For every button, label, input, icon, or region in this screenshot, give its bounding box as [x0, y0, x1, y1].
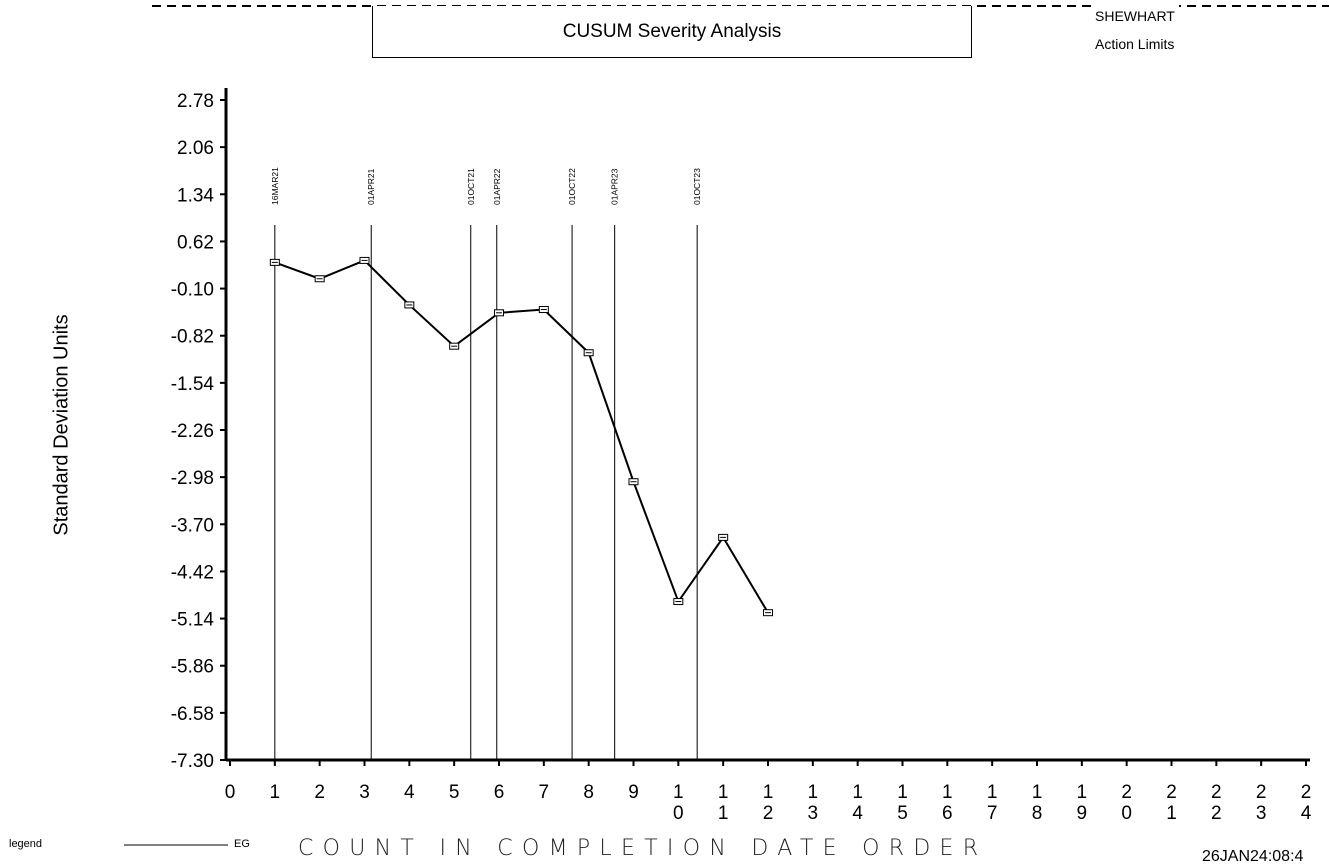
y-tick-label: 1.34 — [177, 185, 214, 206]
y-tick-label: 2.78 — [177, 91, 214, 112]
date-marker-label: 16MAR21 — [270, 167, 280, 205]
axes: 2.78 2.06 1.34 0.62 -0.10 -0.82 -1.54 -2.26 -2.9… — [171, 88, 1312, 824]
x-tick-label: 9 — [1077, 803, 1088, 824]
x-tick-label: 9 — [628, 782, 639, 803]
y-tick-label: -7.30 — [171, 751, 214, 772]
x-tick-label: 4 — [404, 782, 415, 803]
x-tick-label: 6 — [494, 782, 505, 803]
timestamp: 26JAN24:08:4 — [1202, 848, 1304, 865]
chart-title: CUSUM Severity Analysis — [372, 6, 972, 58]
series-layer — [269, 256, 773, 617]
x-tick-label: 1 — [1077, 782, 1088, 803]
legend-entry-eg: EG — [234, 838, 250, 850]
y-tick-label: -5.86 — [171, 657, 214, 678]
x-tick-label: 7 — [987, 803, 998, 824]
x-tick-label: 7 — [539, 782, 550, 803]
y-tick-label: -5.14 — [171, 610, 215, 631]
series-line-eg — [274, 259, 769, 614]
date-marker-label: 01OCT21 — [466, 168, 476, 205]
x-tick-label: 2 — [763, 803, 774, 824]
x-tick-label: 2 — [1211, 782, 1222, 803]
x-tick-label: 2 — [1121, 782, 1132, 803]
x-tick-label: 4 — [852, 803, 863, 824]
date-marker-label: 01APR22 — [492, 168, 502, 205]
y-tick-label: -2.98 — [171, 468, 214, 489]
x-tick-label: 1 — [1032, 782, 1043, 803]
x-tick-label: 1 — [852, 782, 863, 803]
x-tick-label: 1 — [763, 782, 774, 803]
x-tick-label: 4 — [1301, 803, 1312, 824]
x-tick-label: 1 — [942, 782, 953, 803]
y-tick-label: -4.42 — [171, 562, 214, 583]
x-tick-label: 1 — [987, 782, 998, 803]
legend-label: legend — [9, 838, 43, 850]
x-tick-label: 1 — [673, 782, 684, 803]
x-tick-label: 5 — [897, 803, 908, 824]
action-limits-label: Action Limits — [1095, 36, 1175, 52]
y-tick-label: -2.26 — [171, 421, 214, 442]
y-tick-label: -0.82 — [171, 327, 214, 348]
x-tick-label: 0 — [225, 782, 236, 803]
date-marker-label: 01OCT22 — [567, 168, 577, 205]
x-tick-label: 1 — [270, 782, 281, 803]
x-tick-label: 0 — [1121, 803, 1132, 824]
x-tick-label: 1 — [718, 782, 729, 803]
x-tick-label: 1 — [897, 782, 908, 803]
y-tick-label: -1.54 — [171, 374, 215, 395]
x-tick-label: 5 — [449, 782, 460, 803]
date-marker-label: 01APR23 — [610, 168, 620, 205]
date-marker-label: 01OCT23 — [692, 168, 702, 205]
y-tick-label: 0.62 — [177, 232, 214, 253]
x-tick-label: 1 — [1166, 803, 1177, 824]
x-tick-label: 2 — [314, 782, 325, 803]
date-marker-label: 01APR21 — [366, 168, 376, 205]
x-tick-label: 8 — [1032, 803, 1043, 824]
shewhart-label: SHEWHART — [1095, 8, 1175, 24]
x-tick-label: 2 — [1211, 803, 1222, 824]
y-axis-label: Standard Deviation Units — [50, 314, 73, 536]
x-tick-label: 1 — [808, 782, 819, 803]
x-tick-label: 8 — [583, 782, 594, 803]
y-tick-label: -0.10 — [171, 280, 214, 301]
x-tick-label: 6 — [942, 803, 953, 824]
x-tick-label: 3 — [359, 782, 370, 803]
y-tick-label: 2.06 — [177, 138, 214, 159]
shewhart-limits-label: SHEWHART Action Limits — [1095, 2, 1179, 58]
x-tick-label: 3 — [1256, 803, 1267, 824]
x-tick-label: 2 — [1256, 782, 1267, 803]
y-tick-label: -6.58 — [171, 704, 214, 725]
y-tick-label: -3.70 — [171, 515, 214, 536]
x-tick-label: 2 — [1166, 782, 1177, 803]
x-tick-label: 3 — [808, 803, 819, 824]
x-tick-label: 2 — [1301, 782, 1312, 803]
x-tick-label: 0 — [673, 803, 684, 824]
date-annotations: 16MAR21 01APR21 01OCT21 01APR22 01OCT22 01APR… — [270, 167, 702, 760]
x-tick-label: 1 — [718, 803, 729, 824]
x-axis-label: COUNT IN COMPLETION DATE ORDER — [298, 836, 988, 861]
